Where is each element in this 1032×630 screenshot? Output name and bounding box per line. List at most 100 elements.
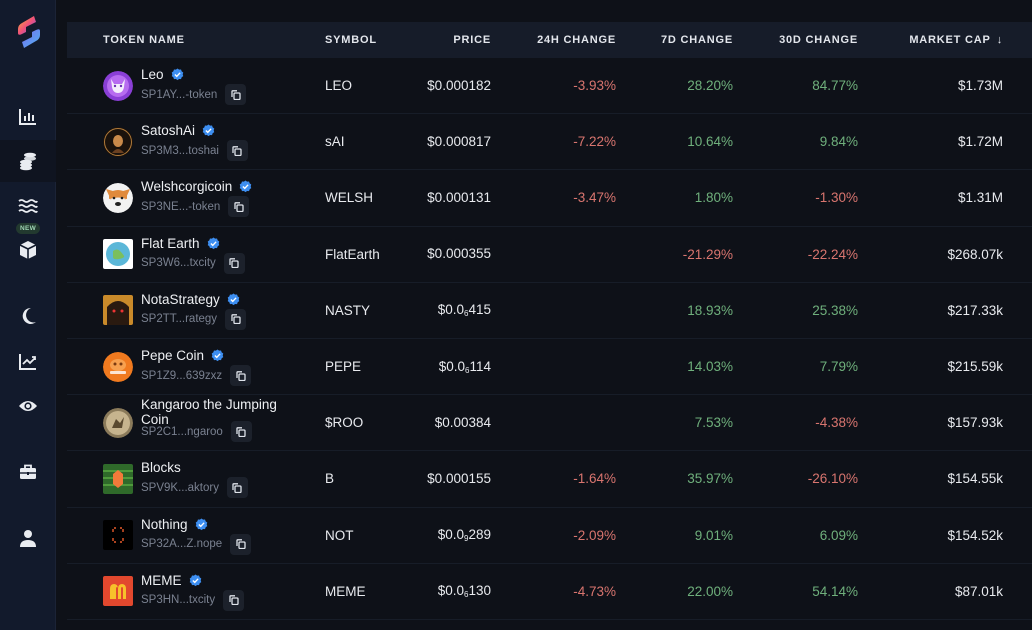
verified-badge-icon [171,68,183,81]
header-market-cap[interactable]: MARKET CAP ↓ [858,34,1003,46]
verified-badge-icon [211,349,224,362]
price-digits: 289 [468,527,491,543]
token-name[interactable]: SatoshAi [141,123,196,139]
token-symbol: NOT [325,527,354,543]
sidebar-item-stats[interactable] [0,96,56,136]
header-price[interactable]: PRICE [453,34,491,46]
briefcase-icon [20,464,36,479]
verified-badge-icon [240,180,252,193]
token-symbol: LEO [325,78,353,94]
header-symbol[interactable]: SYMBOL [325,34,377,46]
market-cap: $87.01k [954,583,1003,599]
token-avatar [103,576,133,607]
sidebar-item-new[interactable] [0,230,56,270]
token-name[interactable]: MEME [141,572,182,588]
table-row[interactable]: SatoshAi SP3M3...toshai sAI $0.000817 -7… [67,114,1032,171]
table-row[interactable]: Flat Earth SP3W6...txcity FlatEarth $0.0… [67,227,1032,283]
copy-icon [231,89,241,100]
logo-icon[interactable] [16,14,42,50]
token-info: SatoshAi SP3M3...toshai [141,122,248,162]
satoshai-avatar-image [103,126,133,157]
sidebar-item-tokens[interactable] [0,140,56,182]
header-token-name[interactable]: TOKEN NAME [103,34,185,46]
copy-address-button[interactable] [226,140,248,162]
table-row[interactable]: Leo SP1AY...-token LEO $0.000182 -3.93% … [67,58,1032,115]
token-name[interactable]: Flat Earth [141,235,200,251]
copy-address-button[interactable] [225,84,247,106]
table-row[interactable]: Blocks SPV9K...aktory B $0.000155 -1.64%… [67,451,1032,508]
token-cell: Nothing SP32A...Z.nope [67,516,307,555]
token-price: $0.000155 [397,471,491,487]
price-prefix: $0.00384 [434,414,491,430]
sidebar-item-pools[interactable] [0,186,56,226]
table-row[interactable]: Pepe Coin SP1Z9...639zxz PEPE $0.06114 1… [67,339,1032,396]
change-30d: 25.38% [812,302,858,318]
copy-icon [228,595,239,606]
copy-icon [232,483,243,493]
sidebar-item-trending[interactable] [0,341,56,381]
token-name[interactable]: Welshcorgicoin [141,179,233,195]
price-digits: 415 [468,302,491,318]
header-24h-change[interactable]: 24H CHANGE [537,34,616,46]
token-cell: MEME SP3HN...txcity [67,572,307,611]
token-symbol: sAI [325,134,345,150]
price-prefix: $0.0 [438,358,466,374]
copy-address-button[interactable] [230,533,252,555]
token-name[interactable]: Pepe Coin [141,348,205,364]
change-7d: 10.64% [687,134,733,150]
token-name[interactable]: Kangaroo the Jumping Coin [141,396,277,427]
table-row[interactable]: Kangaroo the Jumping Coin SP2C1...ngaroo… [67,395,1032,452]
token-price: $0.06415 [397,302,491,318]
table-row[interactable]: NotaStrategy SP2TT...rategy NASTY $0.064… [67,283,1032,339]
market-cap: $1.72M [957,134,1003,150]
copy-address-button[interactable] [225,308,247,330]
copy-icon [236,539,246,550]
flat-earth-avatar-image [103,239,133,270]
table-row[interactable]: Welshcorgicoin SP3NE...-token WELSH $0.0… [67,170,1032,227]
header-7d-change[interactable]: 7D CHANGE [661,34,733,46]
price-prefix: $0.0 [437,302,465,318]
copy-address-button[interactable] [230,421,252,443]
token-price: $0.000131 [397,190,491,206]
table-header: TOKEN NAME SYMBOL PRICE 24H CHANGE 7D CH… [67,22,1032,58]
change-30d: 6.09% [819,527,858,543]
sidebar-item-portfolio[interactable] [0,452,56,492]
token-name-line: Pepe Coin [141,347,251,364]
change-24h: -3.93% [573,78,616,94]
copy-address-button[interactable] [226,477,248,499]
token-info: Kangaroo the Jumping Coin SP2C1...ngaroo [141,397,307,443]
token-name-line: Welshcorgicoin [141,178,252,195]
token-address-line: SP3HN...txcity [141,589,245,611]
token-name[interactable]: Blocks [141,460,181,476]
token-address: SP1AY...-token [141,88,218,101]
token-price: $0.000355 [397,246,491,262]
token-address: SP3W6...txcity [141,257,216,270]
token-symbol: $ROO [325,415,364,431]
change-30d: 7.79% [819,359,858,375]
token-avatar [103,520,133,551]
change-30d: -4.38% [815,415,858,431]
token-address-line: SP3W6...txcity [141,252,245,274]
token-price: $0.000817 [397,134,491,150]
token-name[interactable]: Leo [141,67,164,83]
header-30d-change[interactable]: 30D CHANGE [779,34,858,46]
price-zero-count: 6 [464,309,469,319]
token-address-line: SP1Z9...639zxz [141,365,252,387]
table-row[interactable]: MEME SP3HN...txcity MEME $0.06130 -4.73%… [67,564,1032,620]
copy-address-button[interactable] [223,252,245,274]
token-address: SPV9K...aktory [141,481,219,494]
copy-address-button[interactable] [230,365,252,387]
token-cell: Leo SP1AY...-token [67,66,307,106]
token-avatar [103,407,133,438]
token-avatar [103,126,133,157]
sidebar-item-theme[interactable] [0,296,56,336]
copy-address-button[interactable] [223,589,245,611]
change-7d: 7.53% [694,415,733,431]
token-name[interactable]: Nothing [141,516,188,532]
token-name[interactable]: NotaStrategy [141,291,220,307]
sidebar-item-profile[interactable] [0,518,56,558]
table-row[interactable]: Nothing SP32A...Z.nope NOT $0.09289 -2.0… [67,508,1032,564]
token-price: $0.00384 [397,415,491,431]
sidebar-item-watchlist[interactable] [0,386,56,426]
copy-address-button[interactable] [228,196,250,218]
